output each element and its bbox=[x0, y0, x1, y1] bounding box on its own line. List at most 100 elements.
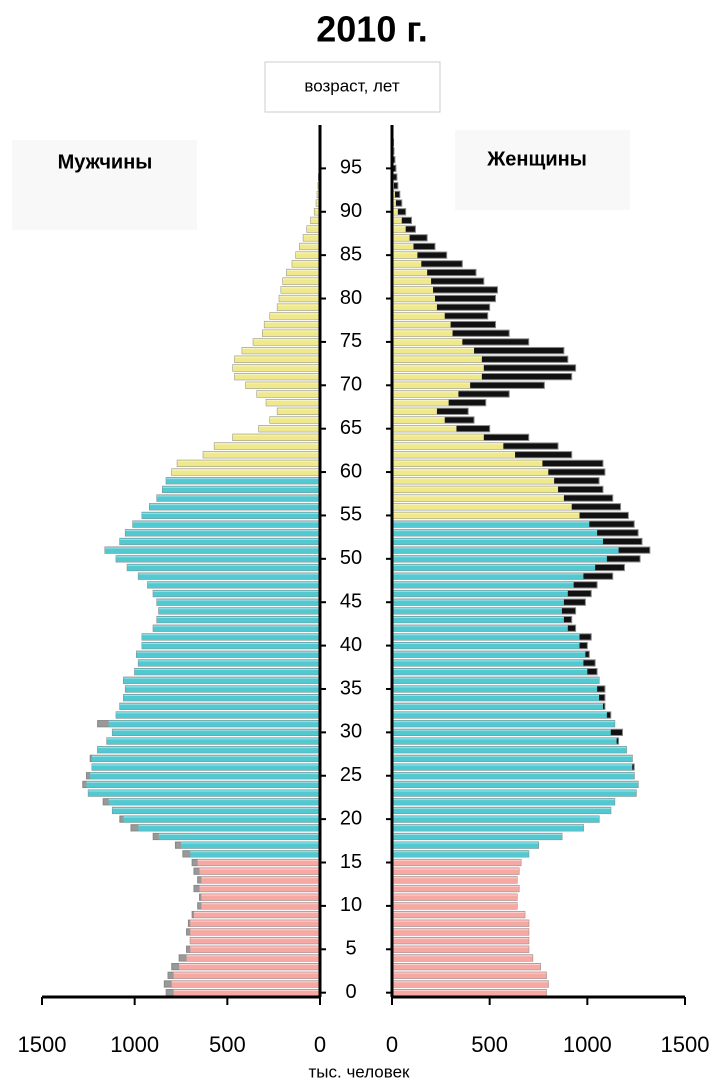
bar bbox=[392, 833, 562, 840]
bar bbox=[392, 746, 627, 753]
bar bbox=[310, 217, 320, 224]
bar bbox=[392, 954, 533, 962]
y-tick-label: 5 bbox=[345, 938, 356, 960]
bar bbox=[279, 295, 320, 302]
bar bbox=[392, 850, 529, 857]
bar bbox=[105, 547, 320, 554]
bar bbox=[392, 564, 596, 571]
y-tick-label: 85 bbox=[340, 243, 362, 265]
bar bbox=[119, 703, 320, 710]
bar bbox=[392, 928, 529, 936]
bar bbox=[392, 573, 584, 580]
bar bbox=[392, 755, 633, 762]
bar bbox=[392, 980, 549, 988]
bar bbox=[316, 199, 320, 207]
bar bbox=[392, 816, 600, 823]
bar bbox=[190, 850, 320, 857]
bar bbox=[392, 729, 611, 736]
bar bbox=[262, 330, 320, 337]
bar bbox=[256, 390, 320, 398]
bar bbox=[181, 842, 320, 849]
bar bbox=[190, 946, 320, 953]
bar bbox=[134, 668, 320, 675]
bar bbox=[392, 225, 406, 233]
bar bbox=[392, 494, 564, 502]
bar bbox=[392, 408, 437, 415]
bar bbox=[392, 512, 580, 519]
bar bbox=[392, 625, 568, 632]
bar bbox=[123, 677, 321, 684]
bar bbox=[392, 789, 637, 797]
bar bbox=[201, 876, 320, 883]
x-tick-label: 500 bbox=[471, 1032, 508, 1057]
bar bbox=[281, 286, 320, 293]
bar bbox=[142, 512, 320, 519]
bar bbox=[392, 347, 475, 354]
bar bbox=[292, 260, 320, 267]
bar bbox=[392, 399, 449, 406]
y-label: возраст, лет bbox=[304, 76, 399, 95]
bar bbox=[392, 581, 574, 588]
bar bbox=[116, 711, 320, 719]
bar bbox=[392, 772, 635, 779]
bar bbox=[392, 807, 611, 814]
bar bbox=[392, 442, 504, 450]
y-tick-label: 60 bbox=[340, 460, 362, 482]
bar bbox=[392, 373, 482, 380]
bar bbox=[392, 199, 396, 207]
bar bbox=[138, 824, 320, 831]
bar bbox=[392, 763, 633, 771]
bar bbox=[258, 425, 320, 432]
bar bbox=[232, 434, 320, 441]
x-tick-label: 1000 bbox=[110, 1032, 159, 1057]
bar bbox=[245, 382, 320, 389]
bar bbox=[392, 824, 584, 831]
bar bbox=[392, 607, 562, 615]
bar bbox=[392, 521, 590, 528]
bar bbox=[392, 269, 428, 276]
bar bbox=[186, 954, 320, 962]
x-tick-label: 0 bbox=[314, 1032, 326, 1057]
bar bbox=[253, 338, 320, 346]
bar bbox=[193, 911, 320, 918]
y-tick-label: 25 bbox=[340, 764, 362, 786]
y-label-box bbox=[264, 61, 441, 113]
bar bbox=[392, 304, 437, 311]
y-tick-label: 50 bbox=[340, 547, 362, 569]
bar bbox=[197, 859, 320, 866]
bar bbox=[314, 208, 320, 215]
bar bbox=[173, 972, 320, 979]
bar bbox=[392, 460, 543, 467]
bar bbox=[392, 703, 603, 710]
bar bbox=[392, 798, 615, 805]
bar bbox=[392, 885, 519, 892]
bar bbox=[106, 737, 320, 745]
bar bbox=[269, 312, 320, 320]
bar bbox=[392, 503, 572, 510]
bar bbox=[142, 633, 320, 641]
bar bbox=[392, 633, 580, 641]
bar bbox=[392, 547, 619, 554]
bar bbox=[392, 477, 555, 484]
bar bbox=[112, 729, 320, 736]
bar bbox=[392, 876, 518, 883]
bar bbox=[392, 390, 459, 398]
bar bbox=[392, 338, 463, 346]
bar bbox=[392, 486, 559, 493]
bar bbox=[392, 529, 598, 536]
bar bbox=[392, 972, 547, 979]
bar bbox=[392, 902, 518, 910]
bar bbox=[201, 894, 320, 901]
bar bbox=[125, 685, 321, 693]
bar bbox=[158, 607, 320, 615]
bar bbox=[138, 659, 320, 667]
y-tick-label: 65 bbox=[340, 417, 362, 439]
bar bbox=[392, 356, 482, 363]
bar bbox=[286, 269, 320, 276]
bar bbox=[123, 694, 321, 701]
bar bbox=[162, 486, 320, 493]
bar bbox=[392, 937, 529, 944]
bar bbox=[392, 711, 607, 719]
bar bbox=[392, 859, 521, 866]
bar bbox=[171, 980, 320, 988]
